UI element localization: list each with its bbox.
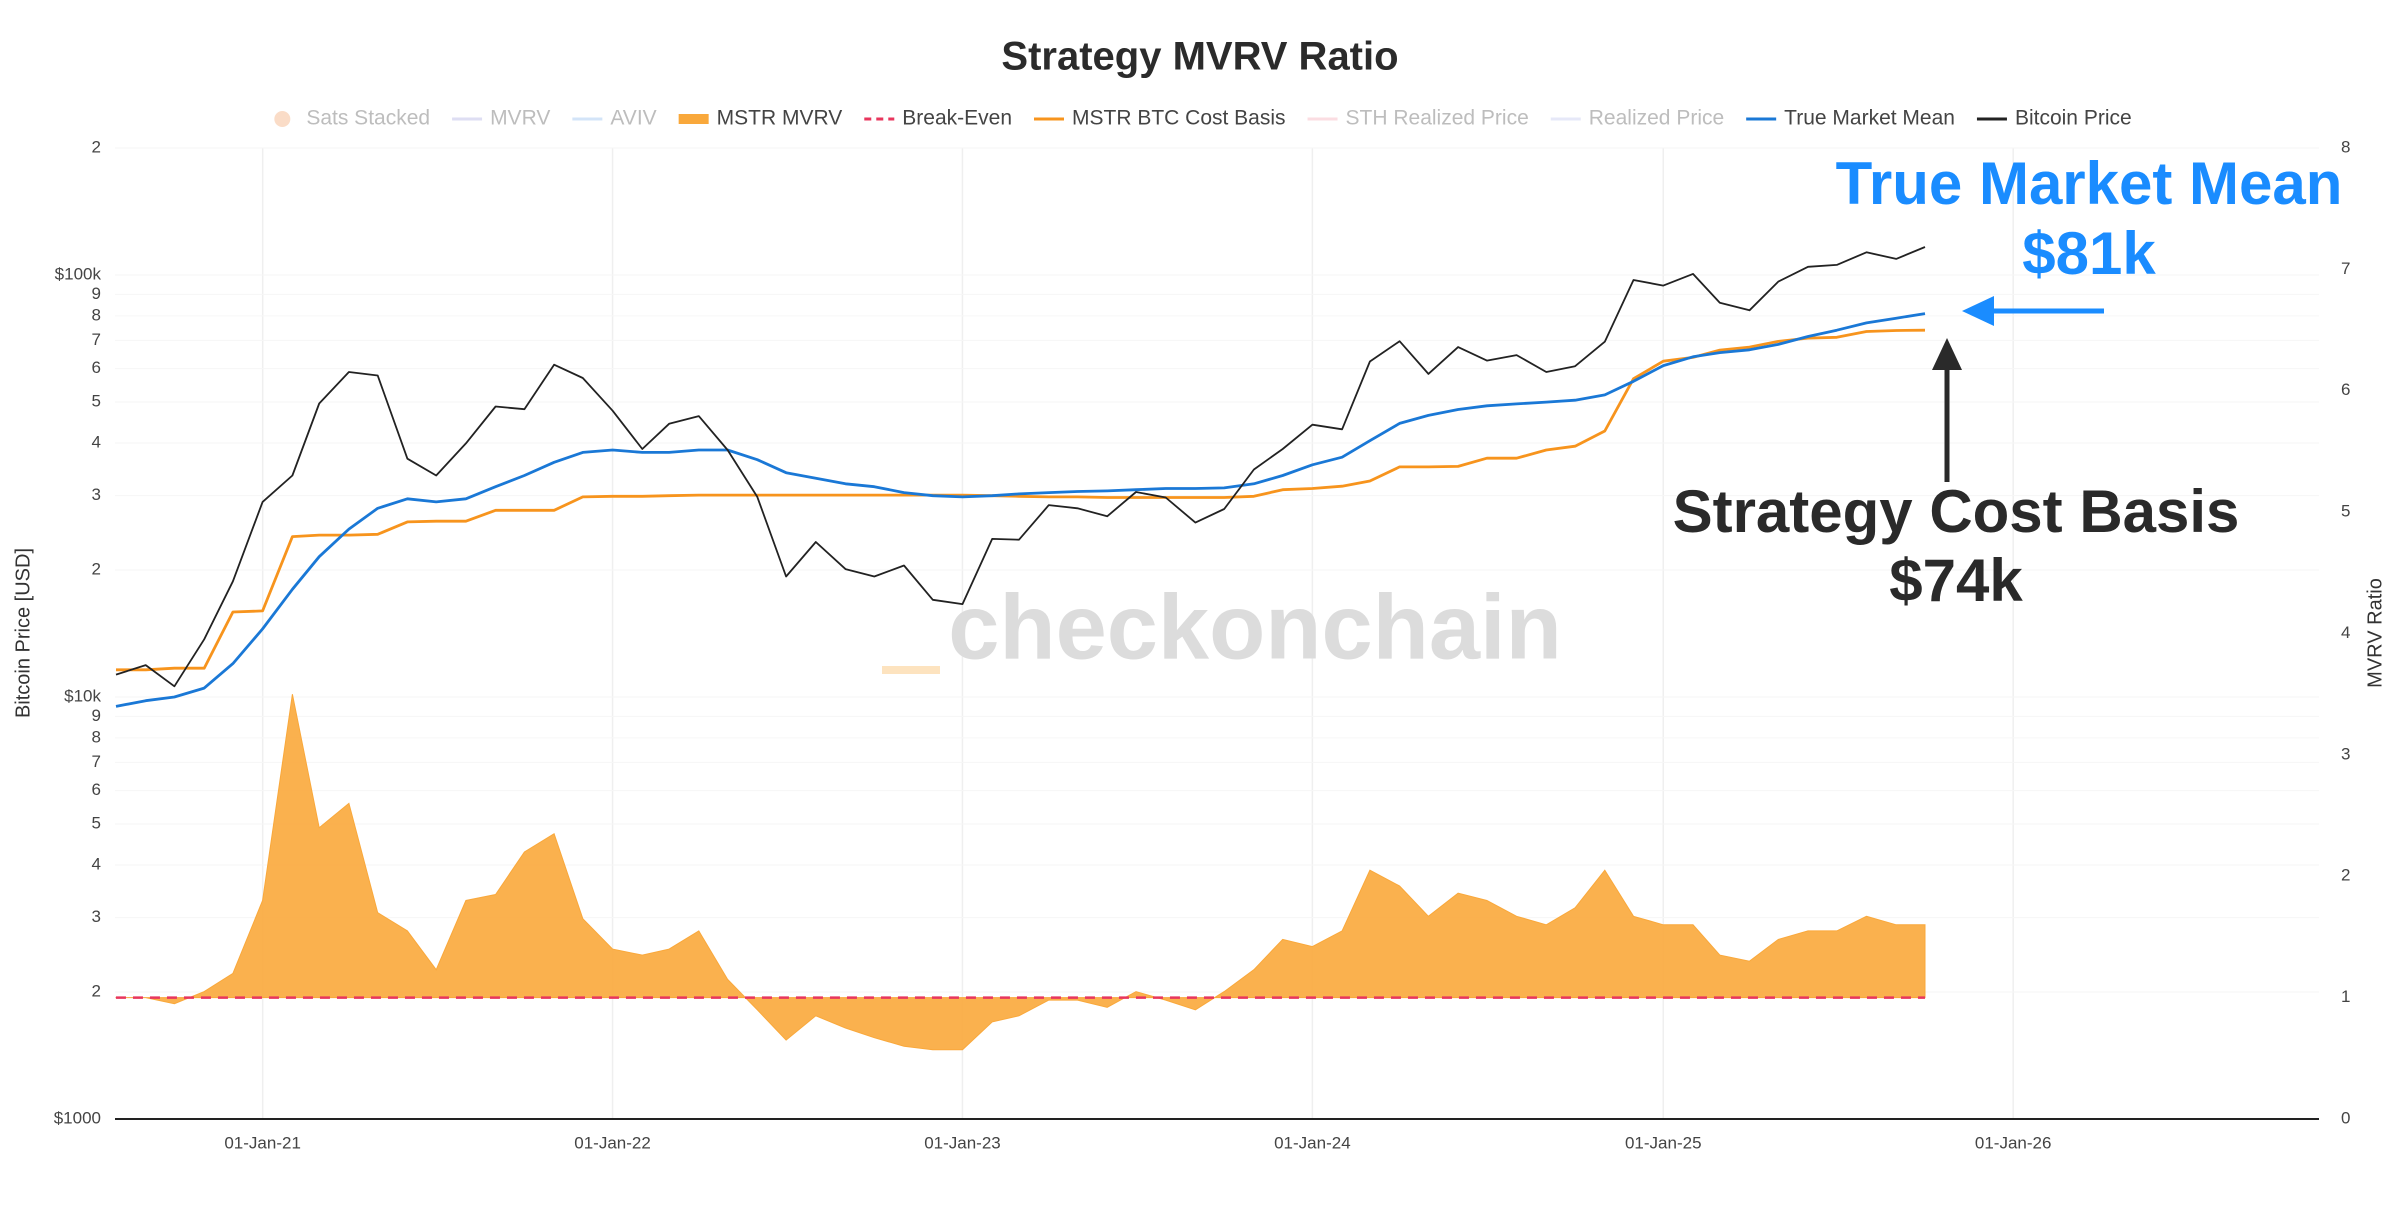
legend-item[interactable]: STH Realized Price xyxy=(1307,107,1529,130)
x-tick-label: 01-Jan-22 xyxy=(574,1133,651,1152)
legend-item[interactable]: MSTR BTC Cost Basis xyxy=(1034,107,1286,130)
y-tick-label: 4 xyxy=(92,854,101,873)
y2-tick-label: 0 xyxy=(2341,1108,2350,1127)
annotation: Strategy Cost Basis xyxy=(1673,478,2240,545)
y-tick-label: 9 xyxy=(92,284,101,303)
y-tick-label: 7 xyxy=(92,752,101,771)
annotation: $74k xyxy=(1889,547,2023,614)
watermark: checkonchain xyxy=(948,576,1562,678)
y-tick-label: $1000 xyxy=(54,1108,101,1127)
y2-tick-label: 6 xyxy=(2341,380,2350,399)
plot xyxy=(115,246,1926,1051)
line xyxy=(115,312,1926,708)
y-tick-label: 6 xyxy=(92,780,101,799)
y2-tick-label: 7 xyxy=(2341,259,2350,278)
legend-label: Break-Even xyxy=(902,107,1012,130)
y-tick-label: 2 xyxy=(92,137,101,156)
y-tick-label: $10k xyxy=(64,686,101,705)
legend-item[interactable]: AVIV xyxy=(572,107,657,130)
y-tick-label: 7 xyxy=(92,330,101,349)
annotations: True Market Mean$81k Strategy Cost Basis$… xyxy=(1673,150,2343,614)
grid: 01-Jan-21 01-Jan-22 01-Jan-23 01-Jan-24 01-J… xyxy=(54,137,2351,1152)
chart-title: Strategy MVRV Ratio xyxy=(1001,35,1398,79)
legend-label: AVIV xyxy=(610,107,656,130)
y-tick-label: 4 xyxy=(92,432,101,451)
y-tick-label: 5 xyxy=(92,814,101,833)
y2-tick-label: 1 xyxy=(2341,987,2350,1006)
y-tick-label: 9 xyxy=(92,706,101,725)
y-tick-label: 2 xyxy=(92,981,101,1000)
legend-symbol xyxy=(678,114,709,124)
arrow-head xyxy=(1932,338,1962,370)
legend-label: True Market Mean xyxy=(1784,107,1955,130)
legend-label: MVRV xyxy=(490,107,550,130)
legend-item[interactable]: Break-Even xyxy=(864,107,1012,130)
legend-label: Sats Stacked xyxy=(306,107,430,130)
y2-axis-title: MVRV Ratio xyxy=(2364,578,2386,688)
annotation: True Market Mean xyxy=(1836,150,2343,217)
legend-label: STH Realized Price xyxy=(1346,107,1529,130)
y-tick-label: 2 xyxy=(92,559,101,578)
legend-symbol xyxy=(274,111,291,127)
legend-label: Bitcoin Price xyxy=(2015,107,2132,130)
y2-tick-label: 3 xyxy=(2341,744,2350,763)
y-tick-label: 3 xyxy=(92,485,101,504)
y-tick-label: 8 xyxy=(92,305,101,324)
watermark-underscore xyxy=(882,666,940,674)
y-tick-label: $100k xyxy=(55,265,102,284)
x-tick-label: 01-Jan-24 xyxy=(1274,1133,1351,1152)
legend: Sats Stacked MVRV AVIV MSTR MVRV Break-Even M… xyxy=(274,107,2132,130)
arrow-head xyxy=(1962,296,1994,326)
legend-item[interactable]: True Market Mean xyxy=(1746,107,1955,130)
y-tick-label: 5 xyxy=(92,392,101,411)
legend-item[interactable]: MVRV xyxy=(452,107,550,130)
y2-tick-label: 4 xyxy=(2341,623,2350,642)
y-tick-label: 8 xyxy=(92,727,101,746)
x-tick-label: 01-Jan-23 xyxy=(924,1133,1001,1152)
y-axis-title: Bitcoin Price [USD] xyxy=(12,548,34,718)
legend-label: MSTR BTC Cost Basis xyxy=(1072,107,1286,130)
legend-item[interactable]: Sats Stacked xyxy=(274,107,430,130)
legend-item[interactable]: MSTR MVRV xyxy=(678,107,843,130)
y2-tick-label: 8 xyxy=(2341,137,2350,156)
x-tick-label: 01-Jan-26 xyxy=(1975,1133,2052,1152)
legend-label: Realized Price xyxy=(1589,107,1724,130)
y-tick-label: 3 xyxy=(92,907,101,926)
y2-tick-label: 5 xyxy=(2341,502,2350,521)
x-tick-label: 01-Jan-21 xyxy=(224,1133,301,1152)
line xyxy=(115,246,1926,688)
x-tick-label: 01-Jan-25 xyxy=(1625,1133,1702,1152)
y2-tick-label: 2 xyxy=(2341,866,2350,885)
line xyxy=(116,328,1926,672)
y-tick-label: 6 xyxy=(92,358,101,377)
area xyxy=(115,694,1926,1051)
legend-label: MSTR MVRV xyxy=(717,107,843,130)
annotation: $81k xyxy=(2022,220,2156,287)
legend-item[interactable]: Bitcoin Price xyxy=(1976,107,2132,130)
legend-item[interactable]: Realized Price xyxy=(1550,107,1724,130)
